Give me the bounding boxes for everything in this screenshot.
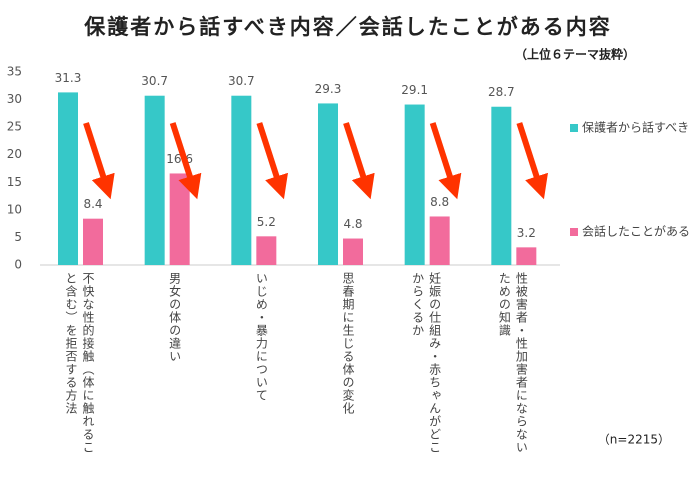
bar — [491, 106, 512, 266]
note: （n=2215） — [598, 433, 670, 447]
value-label: 28.7 — [488, 85, 515, 99]
y-tick-label: 15 — [7, 175, 22, 189]
x-tick-label: 男女の体の違い — [167, 272, 182, 363]
chart-title: 保護者から話すべき内容／会話したことがある内容 — [83, 15, 612, 39]
arrow — [516, 122, 548, 200]
legend-swatch — [570, 124, 578, 132]
arrow — [429, 122, 462, 200]
value-label: 31.3 — [55, 71, 82, 85]
legend-swatch — [570, 228, 578, 236]
bar — [516, 247, 537, 265]
y-tick-label: 0 — [14, 258, 22, 272]
value-label: 8.8 — [430, 195, 449, 209]
bar — [318, 103, 338, 265]
bar — [231, 95, 252, 265]
x-tick-label: 思春期に生じる体の変化 — [341, 272, 355, 415]
chart-subtitle: （上位６テーマ抜粋） — [515, 47, 635, 62]
x-tick-label: いじめ・暴力について — [254, 272, 269, 402]
y-tick-label: 20 — [7, 147, 22, 161]
value-label: 5.2 — [257, 215, 276, 229]
y-tick-label: 30 — [7, 92, 22, 106]
bar — [404, 104, 425, 265]
bar — [83, 218, 103, 265]
bar — [343, 238, 363, 265]
arrow — [83, 122, 115, 200]
y-tick-label: 35 — [7, 65, 22, 79]
arrow — [343, 122, 375, 200]
arrow — [169, 122, 202, 200]
bar — [169, 173, 190, 265]
bar — [429, 216, 450, 265]
value-label: 8.4 — [83, 197, 102, 211]
y-tick-label: 25 — [7, 120, 22, 134]
x-tick-label: 不快な性的接触（体に触れること含む）を拒否する方法 — [64, 272, 95, 454]
value-label: 3.2 — [517, 226, 536, 240]
legend-label: 会話したことがある — [582, 224, 690, 239]
bar — [58, 92, 78, 265]
value-label: 4.8 — [343, 217, 362, 231]
value-label: 29.3 — [315, 82, 342, 96]
x-tick-label: 性被害者・性加害者にならないための知識 — [497, 272, 529, 454]
y-tick-label: 10 — [7, 202, 22, 216]
y-tick-label: 5 — [14, 230, 22, 244]
bar — [144, 95, 165, 265]
value-label: 29.1 — [401, 83, 428, 97]
legend-label: 保護者から話すべき — [582, 120, 689, 135]
value-label: 30.7 — [228, 74, 255, 88]
arrow — [256, 122, 288, 200]
bar — [256, 236, 277, 265]
x-tick-label: 妊娠の仕組み・赤ちゃんがどこからくるか — [410, 272, 442, 454]
value-label: 30.7 — [141, 74, 168, 88]
